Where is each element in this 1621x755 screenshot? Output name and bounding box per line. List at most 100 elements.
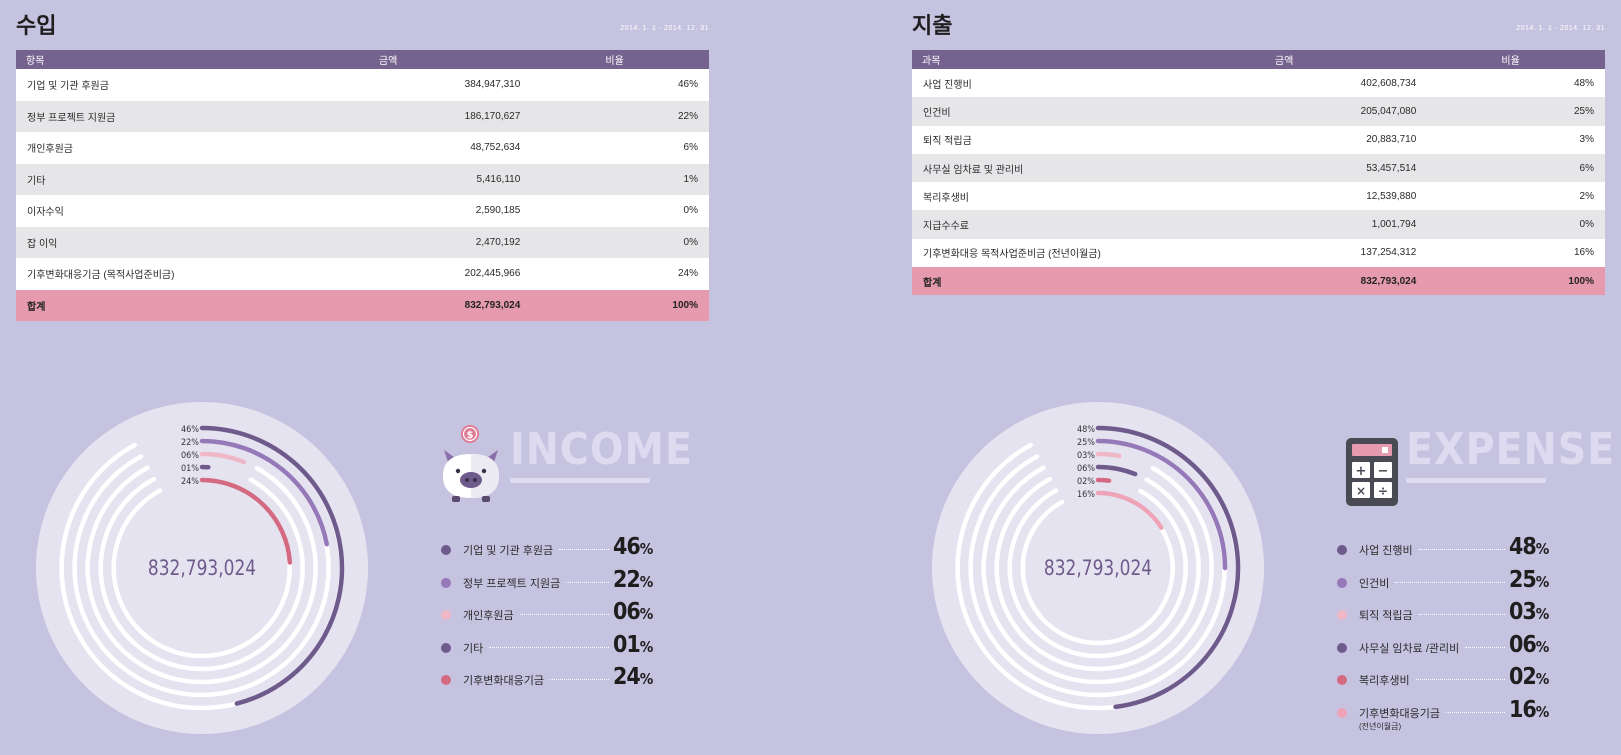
donut-track	[98, 464, 305, 672]
donut-value-label: 22%	[181, 438, 199, 448]
table-row: 이자수익 2,590,185 0%	[16, 195, 709, 227]
column-header-ratio: 비율	[520, 50, 709, 69]
svg-text:×: ×	[1356, 484, 1366, 498]
table-row: 기타 5,416,110 1%	[16, 163, 709, 195]
row-ratio: 46%	[677, 79, 698, 91]
legend-percent: 01%	[613, 632, 653, 658]
row-item: 기타	[27, 175, 46, 187]
svg-text:−: −	[1378, 464, 1389, 479]
column-header-amount: 금액	[1152, 50, 1417, 69]
donut-value-label: 24%	[181, 477, 199, 487]
legend-leader-dots	[559, 549, 609, 550]
svg-text:÷: ÷	[1378, 484, 1388, 498]
legend-percent-value: 46	[613, 534, 641, 560]
legend-dot	[1337, 577, 1347, 588]
row-ratio: 24%	[677, 268, 698, 280]
row-ratio: 0%	[1579, 219, 1594, 231]
legend-label: 사무실 임차료 /관리비	[1359, 642, 1460, 655]
row-item: 인건비	[923, 107, 951, 119]
legend-item: 사무실 임차료 /관리비 06%	[1337, 632, 1597, 671]
donut-background	[932, 402, 1264, 734]
legend-item: 사업 진행비 48%	[1337, 534, 1597, 573]
emblem-underline	[510, 478, 650, 483]
total-item: 합계	[923, 277, 942, 289]
legend-leader-dots	[1416, 679, 1505, 680]
income-period: 2014. 1. 1 - 2014. 12. 31	[620, 25, 709, 32]
donut-arc	[1095, 464, 1138, 477]
legend-leader-dots	[1419, 549, 1505, 550]
donut-track	[85, 451, 318, 685]
donut-track	[1007, 477, 1188, 659]
row-item: 기업 및 기관 후원금	[27, 81, 109, 93]
legend-percent: 02%	[1509, 664, 1549, 690]
table-row: 사무실 임차료 및 관리비 53,457,514 6%	[912, 153, 1605, 183]
expense-title: 지출	[912, 13, 953, 38]
legend-dot	[441, 642, 451, 653]
income-panel: 수입 2014. 1. 1 - 2014. 12. 31 항목 금액 비율 기업…	[16, 0, 709, 755]
income-donut-svg: 46% 22% 06% 01% 24%	[36, 402, 368, 734]
column-header-amount: 금액	[256, 50, 521, 69]
legend-percent: 22%	[613, 567, 653, 593]
legend-leader-dots	[1395, 581, 1505, 583]
legend-item: 정부 프로젝트 지원금 22%	[441, 567, 701, 606]
table-row: 정부 프로젝트 지원금 186,170,627 22%	[16, 100, 709, 132]
legend-leader-dots	[1465, 646, 1505, 648]
row-item: 복리후생비	[923, 192, 969, 204]
row-ratio: 0%	[683, 205, 698, 217]
emblem-word: INCOME	[510, 424, 693, 475]
donut-arc	[1095, 451, 1122, 459]
row-amount: 12,539,880	[1366, 190, 1417, 202]
table-total-row: 합계 832,793,024 100%	[16, 289, 709, 321]
income-title: 수입	[16, 13, 57, 38]
row-item: 기후변화대응 목적사업준비금 (전년이월금)	[923, 249, 1101, 261]
legend-percent-unit: %	[639, 637, 653, 656]
table-row: 개인후원금 48,752,634 6%	[16, 132, 709, 164]
legend-percent-unit: %	[1535, 540, 1549, 558]
svg-text:$: $	[467, 430, 474, 441]
row-item: 사업 진행비	[923, 79, 972, 91]
row-item: 잡 이익	[27, 238, 58, 250]
total-ratio: 100%	[672, 299, 698, 311]
legend-label: 인건비	[1359, 577, 1390, 590]
legend-dot	[1337, 545, 1347, 555]
column-header-item: 과목	[912, 50, 1152, 69]
donut-arc	[199, 438, 329, 547]
legend-item: 기후변화대응기금 24%	[441, 664, 701, 703]
legend-item: 퇴직 적립금 03%	[1337, 599, 1597, 638]
donut-track	[981, 451, 1214, 685]
table-row: 지급수수료 1,001,794 0%	[912, 210, 1605, 239]
donut-value-label: 06%	[181, 451, 199, 461]
total-ratio: 100%	[1568, 275, 1594, 287]
legend-percent-value: 25	[1509, 566, 1537, 593]
legend-item: 기타 01%	[441, 632, 701, 671]
legend-leader-dots	[1419, 614, 1505, 615]
income-emblem: $ INCOME	[440, 424, 692, 514]
row-ratio: 1%	[683, 173, 698, 185]
donut-arc	[1095, 438, 1228, 571]
piggy-bank-icon: $	[443, 425, 499, 502]
row-item: 퇴직 적립금	[923, 136, 972, 148]
table-row: 인건비 205,047,080 25%	[912, 97, 1605, 126]
row-ratio: 6%	[683, 142, 698, 154]
legend-percent-value: 24	[613, 664, 641, 690]
legend-label: 개인후원금	[463, 610, 514, 622]
legend-dot	[1337, 610, 1347, 620]
donut-arc	[199, 477, 293, 565]
row-amount: 384,947,310	[464, 79, 521, 91]
row-ratio: 3%	[1579, 134, 1594, 146]
table-row: 기업 및 기관 후원금 384,947,310 46%	[16, 69, 709, 101]
legend-percent-unit: %	[1535, 572, 1549, 591]
legend-item: 개인후원금 06%	[441, 599, 701, 638]
legend-percent: 06%	[613, 599, 653, 625]
donut-total: 832,793,024	[1043, 556, 1153, 580]
legend-percent: 48%	[1509, 534, 1549, 560]
row-amount: 205,047,080	[1360, 105, 1417, 117]
legend-label: 정부 프로젝트 지원금	[463, 577, 561, 590]
legend-dot	[441, 675, 451, 685]
row-amount: 53,457,514	[1366, 162, 1417, 174]
table-row: 기후변화대응 목적사업준비금 (전년이월금) 137,254,312 16%	[912, 238, 1605, 268]
legend-percent-unit: %	[639, 540, 653, 558]
row-ratio: 22%	[677, 110, 698, 122]
legend-label: 복리후생비	[1359, 675, 1410, 687]
row-item: 이자수익	[27, 207, 64, 219]
